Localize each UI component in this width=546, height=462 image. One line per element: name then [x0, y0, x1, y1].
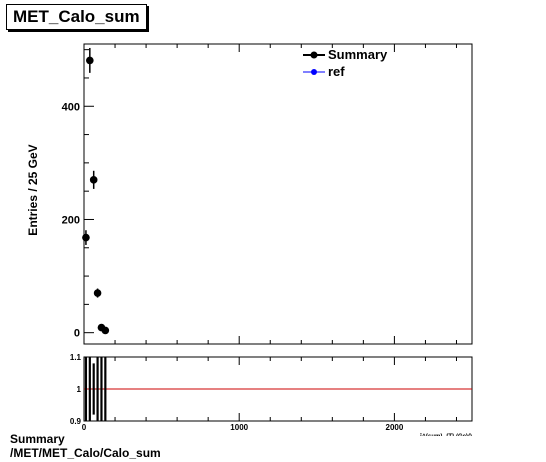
ratio-series	[84, 357, 107, 421]
main-y-axis: 0 200 400	[62, 49, 94, 340]
ratio-y-tick-label: 1.1	[70, 353, 82, 362]
ratio-x-tick-label: 0	[82, 423, 87, 432]
footer-path-label: /MET/MET_Calo/Calo_sum	[10, 446, 161, 460]
main-y-tick-label: 0	[74, 328, 80, 340]
summary-data-point	[101, 326, 110, 335]
main-plot-frame	[83, 43, 473, 345]
main-y-tick-label: 400	[62, 101, 80, 113]
summary-data-point	[82, 233, 90, 242]
legend-ref-marker	[311, 69, 317, 75]
x-axis-label: E^{sum}_{T} (GeV)	[418, 434, 472, 440]
summary-series	[82, 47, 110, 335]
histogram-title: MET_Calo_sum	[6, 4, 147, 30]
ratio-x-tick-label: 1000	[230, 423, 248, 432]
footer: Summary /MET/MET_Calo/Calo_sum	[10, 432, 161, 460]
legend-ref-label: ref	[328, 64, 345, 79]
legend-summary-marker	[310, 51, 318, 59]
footer-summary-label: Summary	[10, 432, 65, 446]
ratio-y-tick-label: 1	[77, 385, 82, 394]
summary-data-point	[86, 56, 94, 65]
summary-data-point	[89, 176, 98, 184]
main-x-axis	[83, 44, 457, 344]
ratio-x-axis: 0 1000 2000	[82, 357, 457, 432]
y-axis-label: Entries / 25 GeV	[26, 144, 40, 235]
summary-data-point	[93, 289, 102, 297]
legend: Summary ref	[303, 47, 388, 79]
legend-summary-label: Summary	[328, 47, 388, 62]
main-y-tick-label: 200	[62, 214, 80, 226]
ratio-x-tick-label: 2000	[386, 423, 404, 432]
ratio-y-tick-label: 0.9	[70, 417, 82, 426]
